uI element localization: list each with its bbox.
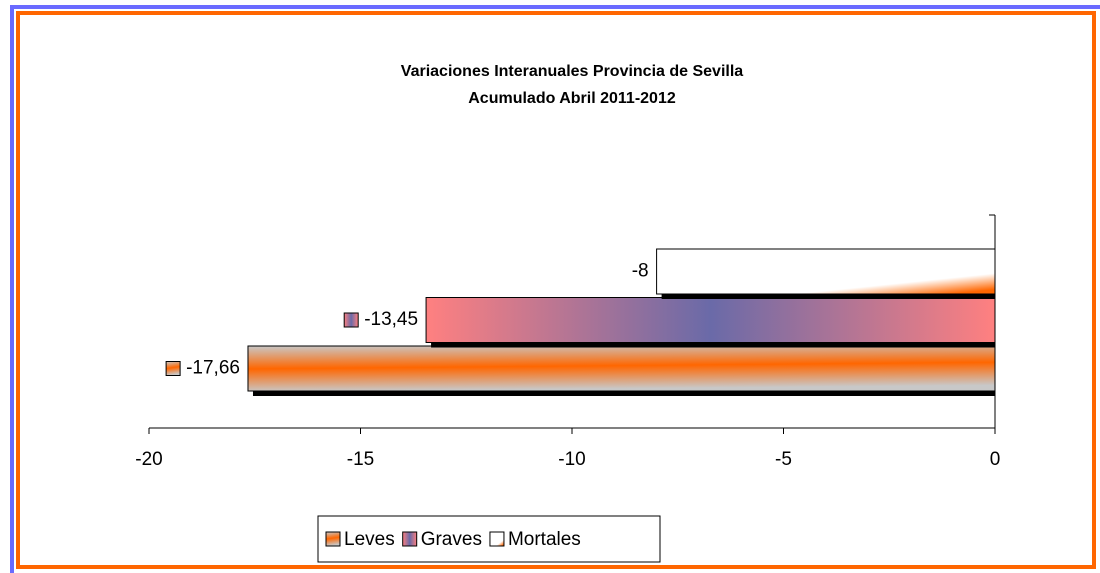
x-tick-label: -15 bbox=[347, 449, 374, 470]
bar bbox=[247, 345, 996, 392]
x-tick-label: -10 bbox=[558, 449, 585, 470]
x-tick-label: -20 bbox=[135, 449, 162, 470]
legend-key bbox=[325, 531, 341, 547]
chart-title: Variaciones Interanuales Provincia de Se… bbox=[401, 63, 743, 80]
bar bbox=[656, 248, 996, 295]
x-tick-label: -5 bbox=[775, 449, 792, 470]
frame bbox=[16, 11, 1096, 569]
legend-key bbox=[489, 531, 505, 547]
value-label: -8 bbox=[632, 261, 649, 282]
value-label-key bbox=[343, 312, 359, 328]
legend-label: Leves bbox=[344, 529, 395, 550]
value-label: -13,45 bbox=[364, 309, 418, 330]
value-label-key bbox=[165, 361, 181, 376]
legend-key bbox=[402, 531, 418, 547]
legend-label: Mortales bbox=[508, 529, 581, 550]
x-tick-label: 0 bbox=[990, 449, 1001, 470]
chart-subtitle: Acumulado Abril 2011-2012 bbox=[468, 90, 676, 107]
legend-box bbox=[317, 515, 661, 563]
bar bbox=[425, 297, 996, 343]
value-label: -17,66 bbox=[186, 358, 240, 379]
legend-label: Graves bbox=[421, 529, 482, 550]
